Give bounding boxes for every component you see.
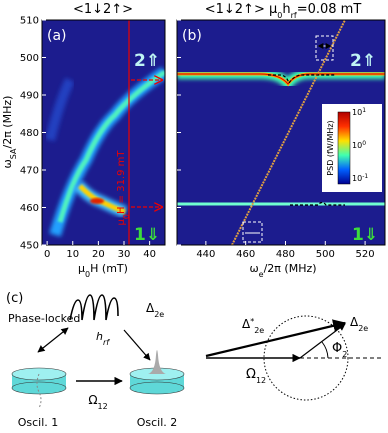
field-note: μ0H = 31.9 mT xyxy=(116,150,131,226)
oscil-label: Oscil. 2 xyxy=(137,416,178,429)
mode-label: 1⇓ xyxy=(134,225,160,245)
x-tick-label: 460 xyxy=(236,249,255,260)
mode-label: 2⇑ xyxy=(350,51,376,71)
heatmap-a xyxy=(42,20,165,245)
y-tick-label: 460 xyxy=(20,203,39,214)
x-tick-label: 440 xyxy=(196,249,215,260)
phase-locked: Phase-locked xyxy=(8,312,80,325)
panel-label: (c) xyxy=(6,291,23,306)
x-tick-label: 500 xyxy=(316,249,335,260)
y-tick-label: 450 xyxy=(20,241,39,252)
colorbar-label: PSD (fW/MHz) xyxy=(326,120,335,175)
y-tick-label: 480 xyxy=(20,128,39,139)
y-tick-label: 500 xyxy=(20,53,39,64)
exponent: -1 xyxy=(362,173,368,180)
x-axis-label: ωe/2π (MHz) xyxy=(249,262,316,279)
h-rf: hrf xyxy=(96,330,110,347)
x-tick-label: 480 xyxy=(276,249,295,260)
x-tick-label: 30 xyxy=(118,249,131,260)
exponent: 1 xyxy=(362,107,366,114)
x-tick-label: 10 xyxy=(66,249,79,260)
y-tick-label: 470 xyxy=(20,166,39,177)
delta: Δ2e xyxy=(146,301,164,319)
panel-title: <1↓2↑> μ0hrf=0.08 mT xyxy=(205,2,362,20)
phi: Φ2 xyxy=(332,341,347,359)
heatmap-b xyxy=(177,20,385,245)
y-tick-label: 510 xyxy=(20,16,39,27)
diagram-c: (c) Phase-locked hrf Δ2e Ω12 Oscil. 1 Os… xyxy=(6,291,384,429)
colorbar-tick-label: 10-1 xyxy=(352,173,368,184)
delta-star: Δ*2e xyxy=(242,317,264,335)
base: 10 xyxy=(352,141,362,150)
mode-label: 2⇑ xyxy=(134,51,160,71)
delta-small: Δ2e xyxy=(350,315,368,333)
x-axis-label: μ0H (mT) xyxy=(78,262,128,279)
y-axis-label: ωSA/2π (MHz) xyxy=(1,96,18,169)
omega: Ω12 xyxy=(88,393,107,411)
omega-vec: Ω12 xyxy=(246,367,266,385)
panel-label: (a) xyxy=(47,28,67,44)
colorbar-tick-label: 101 xyxy=(352,107,366,118)
y-tick-label: 490 xyxy=(20,91,39,102)
x-tick-label: 520 xyxy=(356,249,375,260)
x-tick-label: 40 xyxy=(143,249,156,260)
colorbar-tick-label: 100 xyxy=(352,140,366,151)
mode-label: 1⇓ xyxy=(352,225,378,245)
base: 10 xyxy=(352,174,362,183)
x-tick-label: 20 xyxy=(92,249,105,260)
panel-label: (b) xyxy=(182,28,202,44)
base: 10 xyxy=(352,108,362,117)
panel-title: <1↓2↑> xyxy=(73,2,133,17)
x-tick-label: 0 xyxy=(44,249,50,260)
oscil-label: Oscil. 1 xyxy=(18,416,59,429)
exponent: 0 xyxy=(362,140,366,147)
